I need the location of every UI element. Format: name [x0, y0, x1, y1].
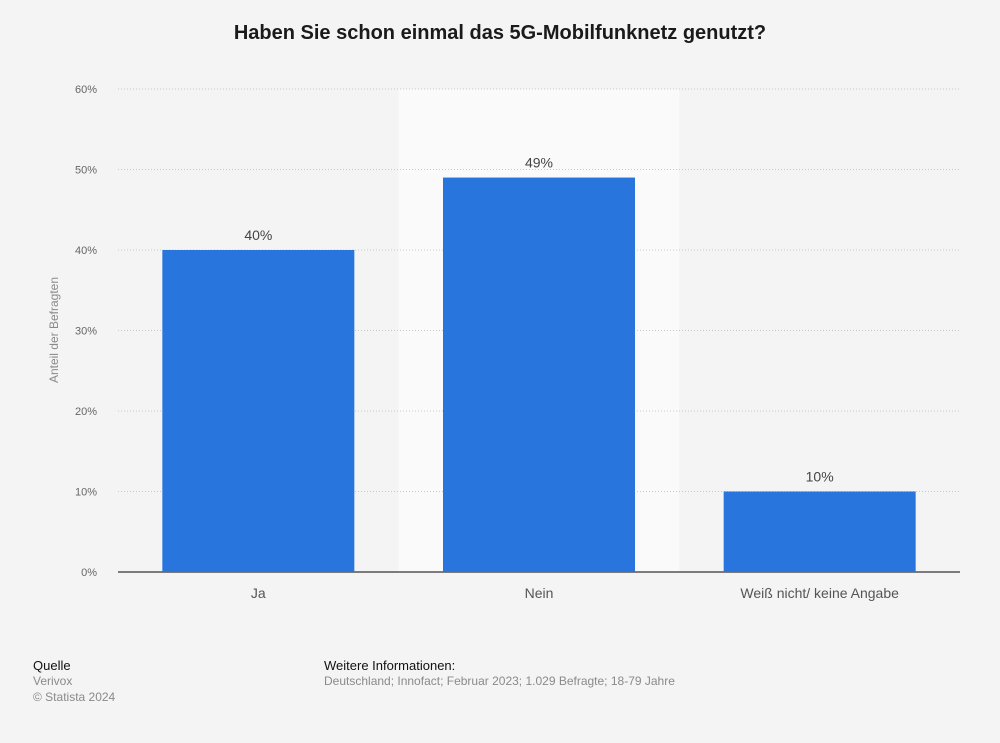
source-name[interactable]: Verivox	[33, 674, 73, 688]
y-tick-label: 30%	[75, 326, 97, 338]
source-heading: Quelle	[33, 658, 71, 673]
y-tick-label: 20%	[75, 406, 97, 418]
bar[interactable]	[443, 177, 635, 573]
info-text: Deutschland; Innofact; Februar 2023; 1.0…	[324, 674, 675, 688]
data-label: 49%	[525, 155, 553, 171]
source-block: Quelle Verivox © Statista 2024	[33, 658, 115, 705]
data-label: 40%	[244, 227, 272, 243]
info-block: Weitere Informationen: Deutschland; Inno…	[324, 658, 675, 689]
x-tick-label: Weiß nicht/ keine Angabe	[740, 585, 899, 601]
y-tick-label: 0%	[81, 567, 97, 579]
y-tick-label: 60%	[75, 84, 97, 96]
y-axis-label: Anteil der Befragten	[47, 277, 61, 383]
y-tick-label: 50%	[75, 165, 97, 177]
bar[interactable]	[162, 250, 355, 572]
info-heading: Weitere Informationen:	[324, 658, 456, 673]
bar[interactable]	[723, 491, 916, 573]
y-tick-label: 40%	[75, 245, 97, 257]
data-label: 10%	[806, 469, 834, 485]
x-tick-label: Ja	[251, 585, 266, 601]
chart-title: Haben Sie schon einmal das 5G-Mobilfunkn…	[233, 22, 767, 44]
y-tick-label: 10%	[75, 487, 97, 499]
x-tick-label: Nein	[525, 585, 554, 601]
copyright: © Statista 2024	[33, 690, 116, 704]
